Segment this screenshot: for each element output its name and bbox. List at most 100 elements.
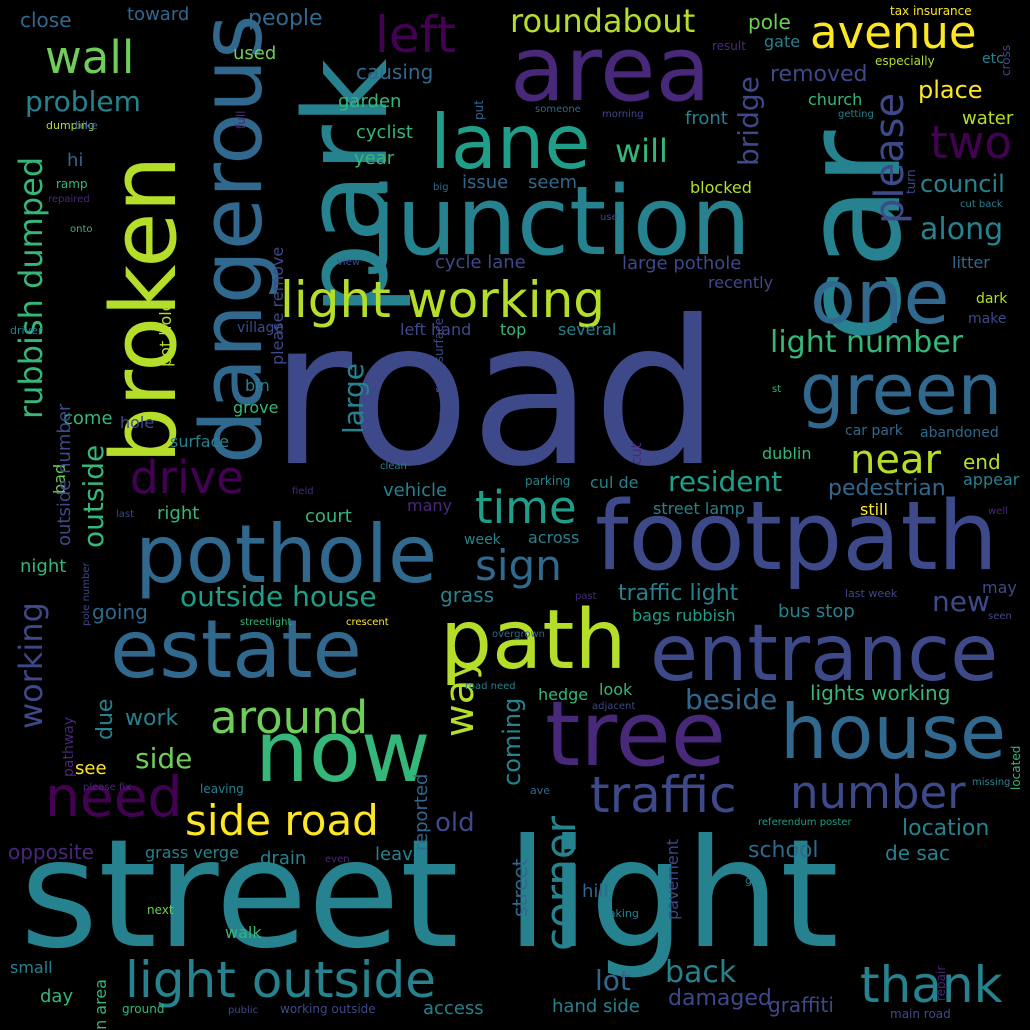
word-traffic-light: traffic light: [618, 581, 739, 606]
word-ramp: ramp: [56, 177, 88, 191]
word-access: access: [423, 998, 484, 1019]
word-close: close: [20, 8, 72, 32]
word-traffic: traffic: [590, 766, 737, 824]
word-near: near: [850, 437, 941, 483]
word-use: use: [600, 212, 618, 223]
word-road: road: [270, 278, 720, 511]
word-seem: seem: [528, 172, 578, 193]
word-along: along: [920, 212, 1004, 247]
word-reported: reported: [411, 773, 432, 851]
word-blocked: blocked: [690, 178, 752, 197]
word-end: end: [963, 450, 1001, 474]
word-light-number: light number: [770, 325, 964, 360]
word-car-park: car park: [845, 423, 903, 439]
word-litter: litter: [952, 253, 990, 272]
word-roundabout: roundabout: [510, 2, 696, 40]
word-corner: corner: [536, 815, 585, 951]
word-pole-number: pole number: [81, 562, 92, 626]
word-area: area: [510, 17, 711, 122]
word-well: well: [988, 506, 1008, 517]
word-abandoned: abandoned: [920, 425, 999, 441]
word-appear: appear: [963, 470, 1020, 489]
word-drain: drain: [260, 848, 307, 869]
word-repair: repair: [934, 965, 948, 1001]
word-people: people: [248, 6, 323, 31]
word-new: new: [932, 585, 990, 618]
word-driver: driver: [10, 324, 43, 337]
word-entrance: entrance: [650, 609, 999, 699]
word-adjacent: adjacent: [592, 701, 636, 712]
word-lot: lot: [595, 964, 631, 997]
word-issue: issue: [462, 172, 509, 193]
word-main-road: main road: [890, 1007, 951, 1021]
word-vehicle: vehicle: [383, 480, 448, 501]
word-toward: toward: [127, 4, 190, 25]
word-clean: clean: [380, 461, 407, 472]
word-view: view: [337, 257, 361, 268]
word-cycle-lane: cycle lane: [435, 252, 526, 273]
word-day: day: [40, 986, 74, 1007]
word-seen: seen: [988, 611, 1012, 622]
word-green-area: green area: [91, 979, 110, 1030]
word-thank: thank: [860, 956, 1003, 1014]
word-please: please: [867, 92, 913, 224]
word-garden: garden: [338, 91, 402, 112]
word-street: street: [508, 858, 532, 918]
word-cut-back: cut back: [960, 199, 1003, 210]
word-past: past: [575, 591, 597, 602]
word-coming: coming: [498, 697, 526, 786]
word-bridge: bridge: [732, 76, 765, 166]
word-one: one: [810, 253, 950, 341]
word-someone: someone: [535, 104, 581, 115]
word-full: full: [234, 110, 248, 130]
word-please-fix: please fix: [83, 782, 132, 793]
word-cross: cross: [999, 44, 1013, 76]
word-look: look: [599, 680, 633, 699]
word-left: left: [375, 6, 456, 64]
word-problem: problem: [25, 85, 141, 118]
word-water: water: [962, 108, 1014, 129]
word-morning: morning: [602, 109, 644, 120]
word-side: side: [135, 742, 193, 775]
word-front: front: [685, 108, 728, 129]
word-light-outside: light outside: [125, 951, 437, 1009]
word-make: make: [968, 311, 1007, 327]
word-light-working: light working: [280, 271, 606, 329]
word-many: many: [407, 496, 452, 515]
word-large-pothole: large pothole: [622, 253, 742, 274]
word-working-outside: working outside: [280, 1002, 376, 1016]
word-tree: tree: [545, 682, 727, 787]
word-please-remove: please remove: [268, 246, 287, 365]
word-last-week: last week: [845, 587, 898, 600]
word-church: church: [808, 90, 863, 109]
word-pothole: pothole: [135, 508, 438, 601]
word-walk: walk: [225, 923, 262, 942]
word-hole: hole: [120, 413, 155, 432]
word-village: village: [237, 320, 284, 336]
word-night: night: [20, 556, 67, 577]
word-large: large: [337, 363, 370, 434]
word-especially: especially: [875, 54, 935, 68]
word-drive: drive: [130, 451, 244, 504]
word-green: green: [800, 349, 1003, 431]
word-result: result: [712, 39, 746, 53]
word-crescent: crescent: [346, 617, 389, 628]
word-junction: junction: [370, 167, 752, 277]
word-estate: estate: [110, 603, 362, 696]
word-dumping: dumping: [46, 119, 95, 132]
word-cul-de: cul de: [590, 473, 639, 492]
word-dublin: dublin: [762, 444, 812, 463]
word-avenue: avenue: [810, 6, 977, 59]
word-due: due: [93, 698, 118, 740]
word-left-hand: left hand: [400, 320, 472, 339]
word-gate: gate: [764, 32, 801, 51]
word-see: see: [75, 758, 107, 779]
word-de-sac: de sac: [885, 841, 951, 865]
word-beside: beside: [685, 683, 778, 716]
word-lights-working: lights working: [810, 681, 951, 705]
word-hand-side: hand side: [552, 996, 640, 1017]
word-resident: resident: [668, 465, 783, 498]
word-causing: causing: [356, 60, 434, 84]
word-ave: ave: [530, 784, 551, 797]
word-school: school: [748, 838, 819, 863]
